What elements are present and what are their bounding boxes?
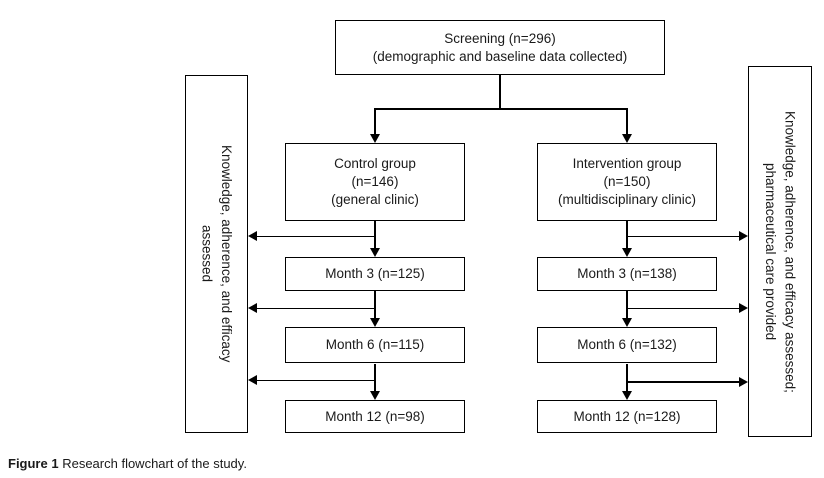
connector-drop-intervention [626, 108, 628, 134]
screening-box: Screening (n=296) (demographic and basel… [335, 20, 665, 75]
control-month6-box: Month 6 (n=115) [285, 327, 465, 363]
connector-month3-to-month6-right [626, 291, 628, 318]
connector-control-month6-branch [257, 307, 375, 309]
right-sidebar-box: Knowledge, adherence, and efficacy asses… [748, 66, 812, 437]
arrow-right-care1-icon [739, 231, 748, 241]
control-group-name: Control group [334, 156, 416, 172]
figure-caption-label: Figure 1 [8, 456, 59, 471]
connector-intervention-month3-branch [627, 235, 739, 237]
arrow-down-intervention-group-icon [622, 134, 632, 143]
right-sidebar-text: Knowledge, adherence, and efficacy asses… [760, 111, 799, 393]
intervention-month12-label: Month 12 (n=128) [573, 408, 681, 424]
arrow-down-intervention-month6-icon [622, 318, 632, 327]
connector-screening-stem [499, 75, 501, 108]
connector-intervention-to-month3 [626, 221, 628, 248]
control-month3-label: Month 3 (n=125) [325, 266, 425, 282]
connector-control-month3-branch [257, 235, 375, 237]
arrow-right-care3-icon [739, 376, 748, 387]
connector-intervention-month6-branch [627, 307, 739, 309]
arrow-right-care2-icon [739, 303, 748, 313]
figure-caption: Figure 1 Research flowchart of the study… [8, 456, 247, 471]
arrow-left-assess3-icon [248, 375, 257, 385]
intervention-group-name: Intervention group [572, 156, 682, 172]
control-group-box: Control group (n=146) (general clinic) [285, 143, 465, 221]
intervention-month3-box: Month 3 (n=138) [537, 257, 717, 291]
left-sidebar-line2: assessed [199, 225, 215, 283]
left-sidebar-text: Knowledge, adherence, and efficacy asses… [197, 145, 236, 362]
intervention-group-box: Intervention group (n=150) (multidiscipl… [537, 143, 717, 221]
control-month3-box: Month 3 (n=125) [285, 257, 465, 291]
control-group-clinic: (general clinic) [331, 191, 419, 207]
intervention-month6-label: Month 6 (n=132) [577, 337, 677, 353]
figure-caption-text: Research flowchart of the study. [62, 456, 247, 471]
arrow-left-assess2-icon [248, 303, 257, 313]
screening-subtitle: (demographic and baseline data collected… [372, 48, 628, 64]
arrow-down-control-group-icon [370, 134, 380, 143]
arrow-down-intervention-month3-icon [622, 248, 632, 257]
control-month6-label: Month 6 (n=115) [325, 337, 425, 353]
connector-drop-control [374, 108, 376, 134]
right-sidebar-line2: pharmaceutical care provided [763, 162, 778, 341]
control-month12-label: Month 12 (n=98) [325, 408, 425, 424]
connector-month6-to-month12-right [626, 364, 628, 391]
arrow-down-control-month6-icon [370, 318, 380, 327]
arrow-down-control-month12-icon [370, 391, 380, 400]
connector-control-month12-branch [257, 379, 375, 381]
connector-month3-to-month6-left [374, 291, 376, 318]
arrow-down-control-month3-icon [370, 248, 380, 257]
connector-control-to-month3 [374, 221, 376, 248]
control-month12-box: Month 12 (n=98) [285, 400, 465, 433]
intervention-group-clinic: (multidisciplinary clinic) [557, 191, 697, 207]
arrow-left-assess1-icon [248, 231, 257, 241]
connector-intervention-month12-branch [627, 381, 739, 383]
intervention-month6-box: Month 6 (n=132) [537, 327, 717, 363]
intervention-month12-box: Month 12 (n=128) [537, 400, 717, 433]
left-sidebar-line1: Knowledge, adherence, and efficacy [219, 145, 235, 363]
intervention-month3-label: Month 3 (n=138) [577, 266, 677, 282]
connector-split-bar [375, 108, 628, 110]
intervention-group-n: (n=150) [603, 174, 651, 190]
control-group-n: (n=146) [351, 174, 399, 190]
arrow-down-intervention-month12-icon [622, 391, 632, 400]
screening-title: Screening (n=296) [444, 30, 556, 46]
connector-month6-to-month12-left [374, 364, 376, 391]
right-sidebar-line1: Knowledge, adherence, and efficacy asses… [782, 110, 798, 393]
left-sidebar-box: Knowledge, adherence, and efficacy asses… [185, 75, 248, 433]
